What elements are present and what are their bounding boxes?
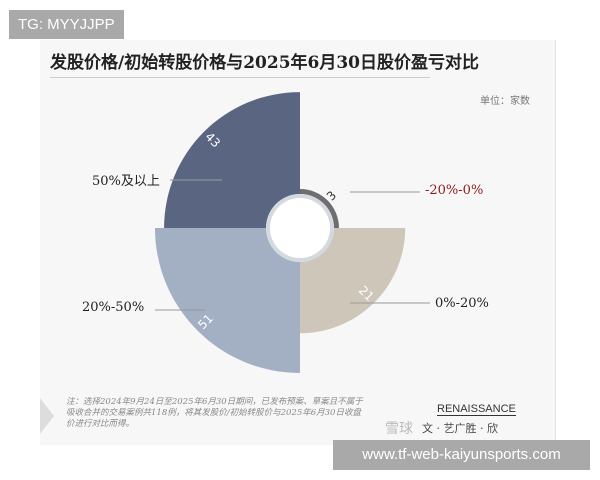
rose-segment--20%-0%	[300, 189, 339, 228]
category-label: 50%及以上	[92, 174, 160, 189]
chart-title: 发股价格/初始转股价格与2025年6月30日股价盈亏对比	[50, 48, 479, 78]
platform-watermark: 雪球	[385, 421, 413, 437]
brand-subtitle: 文 · 艺广胜 · 欣	[422, 422, 498, 435]
rose-segment-20%-50%	[155, 228, 300, 373]
category-label: 20%-50%	[82, 300, 145, 315]
rose-segment-0%-20%	[300, 228, 406, 334]
category-label: -20%-0%	[425, 183, 484, 198]
footnote: 注：选择2024年9月24日至2025年6月30日期间，已发布预案、草案且不属于…	[66, 397, 363, 429]
brand-logo: RENAISSANCE	[437, 403, 516, 416]
watermark-url: www.tf-web-kaiyunsports.com	[333, 440, 590, 470]
rose-segment-50%及以上	[164, 92, 300, 228]
watermark-tag: TG: MYYJJPP	[9, 10, 124, 39]
center-hole	[270, 198, 330, 258]
category-label: 0%-20%	[435, 296, 489, 311]
unit-label: 单位：家数	[480, 96, 530, 107]
decorative-arrow	[40, 398, 54, 434]
